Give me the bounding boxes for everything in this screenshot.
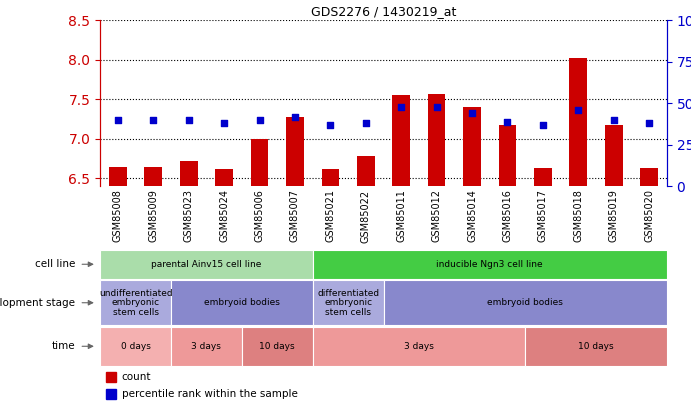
Bar bbox=[100, 280, 171, 325]
Point bbox=[502, 118, 513, 125]
Bar bbox=[100, 327, 171, 366]
Bar bbox=[463, 107, 481, 186]
Point bbox=[431, 103, 442, 110]
Text: GSM85014: GSM85014 bbox=[467, 190, 477, 242]
Text: GSM85022: GSM85022 bbox=[361, 190, 371, 243]
Bar bbox=[286, 117, 304, 186]
Bar bbox=[180, 161, 198, 186]
Bar bbox=[641, 168, 658, 186]
Bar bbox=[534, 168, 551, 186]
Point bbox=[466, 110, 477, 117]
Point bbox=[183, 117, 194, 123]
Point bbox=[325, 122, 336, 128]
Text: percentile rank within the sample: percentile rank within the sample bbox=[122, 389, 298, 399]
Bar bbox=[392, 95, 410, 186]
Bar bbox=[428, 94, 446, 186]
Text: GSM85012: GSM85012 bbox=[432, 190, 442, 243]
Bar bbox=[106, 372, 116, 382]
Text: 3 days: 3 days bbox=[191, 342, 221, 351]
Text: GSM85024: GSM85024 bbox=[219, 190, 229, 243]
Bar bbox=[251, 139, 268, 186]
Text: cell line: cell line bbox=[35, 259, 75, 269]
Text: GSM85006: GSM85006 bbox=[254, 190, 265, 242]
Point bbox=[218, 120, 229, 126]
Point bbox=[396, 103, 407, 110]
Bar bbox=[321, 169, 339, 186]
Text: GSM85016: GSM85016 bbox=[502, 190, 513, 242]
Bar bbox=[499, 126, 516, 186]
Bar bbox=[312, 249, 667, 279]
Bar bbox=[109, 166, 126, 186]
Text: GSM85008: GSM85008 bbox=[113, 190, 123, 242]
Point bbox=[148, 117, 159, 123]
Bar bbox=[100, 249, 312, 279]
Text: GSM85023: GSM85023 bbox=[184, 190, 193, 243]
Text: count: count bbox=[122, 372, 151, 382]
Text: 3 days: 3 days bbox=[404, 342, 434, 351]
Title: GDS2276 / 1430219_at: GDS2276 / 1430219_at bbox=[311, 5, 456, 18]
Text: 10 days: 10 days bbox=[259, 342, 295, 351]
Point bbox=[608, 117, 619, 123]
Point bbox=[290, 113, 301, 120]
Text: embryoid bodies: embryoid bodies bbox=[204, 298, 280, 307]
Text: differentiated
embryonic
stem cells: differentiated embryonic stem cells bbox=[317, 288, 379, 317]
Bar bbox=[605, 126, 623, 186]
Text: GSM85021: GSM85021 bbox=[325, 190, 335, 243]
Text: GSM85017: GSM85017 bbox=[538, 190, 548, 243]
Text: embryoid bodies: embryoid bodies bbox=[487, 298, 563, 307]
Bar bbox=[171, 327, 242, 366]
Point bbox=[360, 120, 371, 126]
Bar bbox=[569, 58, 587, 186]
Bar bbox=[525, 327, 667, 366]
Text: undifferentiated
embryonic
stem cells: undifferentiated embryonic stem cells bbox=[99, 288, 173, 317]
Text: GSM85009: GSM85009 bbox=[149, 190, 158, 242]
Text: development stage: development stage bbox=[0, 298, 75, 308]
Bar bbox=[216, 169, 233, 186]
Point bbox=[538, 122, 549, 128]
Bar bbox=[242, 327, 312, 366]
Bar bbox=[106, 389, 116, 399]
Text: GSM85007: GSM85007 bbox=[290, 190, 300, 243]
Bar bbox=[312, 327, 525, 366]
Point bbox=[113, 117, 124, 123]
Text: time: time bbox=[52, 341, 75, 351]
Text: 10 days: 10 days bbox=[578, 342, 614, 351]
Text: parental Ainv15 cell line: parental Ainv15 cell line bbox=[151, 260, 262, 269]
Text: GSM85011: GSM85011 bbox=[396, 190, 406, 242]
Bar bbox=[312, 280, 384, 325]
Point bbox=[573, 107, 584, 113]
Bar bbox=[357, 156, 375, 186]
Text: GSM85019: GSM85019 bbox=[609, 190, 618, 242]
Bar bbox=[144, 166, 162, 186]
Point bbox=[254, 117, 265, 123]
Text: inducible Ngn3 cell line: inducible Ngn3 cell line bbox=[437, 260, 543, 269]
Bar bbox=[384, 280, 667, 325]
Text: 0 days: 0 days bbox=[121, 342, 151, 351]
Point bbox=[643, 120, 654, 126]
Text: GSM85018: GSM85018 bbox=[574, 190, 583, 242]
Text: GSM85020: GSM85020 bbox=[644, 190, 654, 243]
Bar bbox=[171, 280, 312, 325]
